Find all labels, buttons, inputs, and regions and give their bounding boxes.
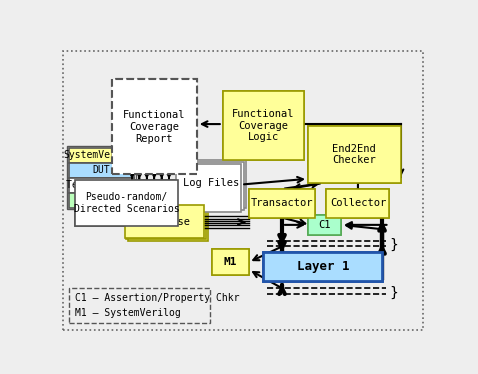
Text: DUT: DUT [93,165,110,175]
FancyBboxPatch shape [223,91,304,160]
Text: Transactor: Transactor [251,198,313,208]
Text: Functional
Coverage
Report: Functional Coverage Report [123,110,185,144]
FancyBboxPatch shape [75,180,178,226]
FancyBboxPatch shape [326,189,390,218]
FancyBboxPatch shape [75,180,178,226]
Text: Functional
Coverage
Logic: Functional Coverage Logic [232,109,295,142]
Text: Collector: Collector [330,198,386,208]
Text: Functional
Coverage
Logic: Functional Coverage Logic [232,109,295,142]
FancyBboxPatch shape [111,79,197,174]
FancyBboxPatch shape [125,205,204,238]
FancyBboxPatch shape [128,208,208,241]
Text: Transactor: Transactor [251,198,313,208]
FancyBboxPatch shape [126,206,206,239]
Text: Assertion: Assertion [75,195,128,205]
FancyBboxPatch shape [69,163,134,178]
FancyBboxPatch shape [308,126,401,183]
FancyBboxPatch shape [249,189,315,218]
Text: Pseudo-random/
Directed Scenarios: Pseudo-random/ Directed Scenarios [74,193,179,214]
FancyBboxPatch shape [249,189,315,218]
FancyBboxPatch shape [308,126,401,183]
FancyBboxPatch shape [111,79,197,174]
FancyBboxPatch shape [223,91,304,160]
Text: }: } [390,285,398,300]
Text: }: } [390,238,398,252]
FancyBboxPatch shape [212,249,249,275]
Text: C1: C1 [318,220,331,230]
Text: Log Files: Log Files [184,178,239,188]
FancyBboxPatch shape [263,252,382,281]
Text: End2End
Checker: End2End Checker [332,144,376,165]
FancyBboxPatch shape [308,215,341,235]
Text: Pseudo-random/
Directed Scenarios: Pseudo-random/ Directed Scenarios [74,193,179,214]
FancyBboxPatch shape [263,252,382,281]
Text: Layer 1: Layer 1 [296,260,349,273]
FancyBboxPatch shape [308,215,341,235]
FancyBboxPatch shape [326,189,390,218]
FancyBboxPatch shape [69,148,134,163]
Text: C1 – Assertion/Property Chkr: C1 – Assertion/Property Chkr [75,293,239,303]
FancyBboxPatch shape [69,193,134,208]
Text: SystemVerilog: SystemVerilog [63,150,140,160]
Text: Functional
Coverage
Report: Functional Coverage Report [123,110,185,144]
FancyBboxPatch shape [176,165,241,212]
Text: Collector: Collector [330,198,386,208]
Text: Text Reports: Text Reports [66,180,137,190]
Text: Testcase: Testcase [141,217,191,227]
Text: Layer 1: Layer 1 [296,260,349,273]
FancyBboxPatch shape [179,162,244,210]
FancyBboxPatch shape [69,178,134,193]
FancyBboxPatch shape [182,160,247,208]
Text: C1: C1 [318,220,331,230]
FancyBboxPatch shape [212,249,249,275]
Text: M1 – SystemVerilog: M1 – SystemVerilog [75,308,180,318]
Text: End2End
Checker: End2End Checker [332,144,376,165]
Text: M1: M1 [223,257,237,267]
Text: M1: M1 [223,257,237,267]
